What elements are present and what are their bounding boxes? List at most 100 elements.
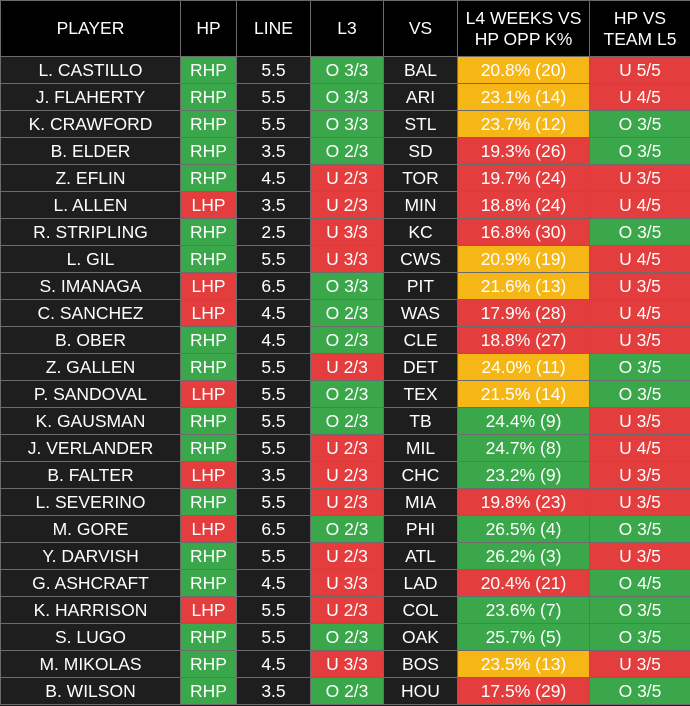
opp-k-pct-cell: 26.5% (4) bbox=[457, 515, 590, 543]
line-cell: 5.5 bbox=[236, 380, 311, 408]
line-cell: 5.5 bbox=[236, 623, 311, 651]
player-cell: G. ASHCRAFT bbox=[0, 569, 181, 597]
header-l3: L3 bbox=[310, 0, 384, 57]
team-l5-cell: U 4/5 bbox=[589, 245, 690, 273]
header-player: PLAYER bbox=[0, 0, 181, 57]
player-cell: S. LUGO bbox=[0, 623, 181, 651]
team-l5-cell: O 4/5 bbox=[589, 569, 690, 597]
opp-k-pct-cell: 23.2% (9) bbox=[457, 461, 590, 489]
table-row: G. ASHCRAFT RHP 4.5 U 3/3 LAD 20.4% (21) O 4/5 bbox=[0, 569, 690, 597]
player-cell: B. FALTER bbox=[0, 461, 181, 489]
line-cell: 3.5 bbox=[236, 137, 311, 165]
opponent-cell: ATL bbox=[383, 542, 458, 570]
hand-cell: RHP bbox=[180, 569, 237, 597]
team-l5-cell: O 3/5 bbox=[589, 353, 690, 381]
opp-k-pct-cell: 26.2% (3) bbox=[457, 542, 590, 570]
line-cell: 6.5 bbox=[236, 272, 311, 300]
hand-cell: RHP bbox=[180, 434, 237, 462]
table-row: B. WILSON RHP 3.5 O 2/3 HOU 17.5% (29) O 3/5 bbox=[0, 677, 690, 705]
table-row: M. GORE LHP 6.5 O 2/3 PHI 26.5% (4) O 3/5 bbox=[0, 515, 690, 543]
opponent-cell: TB bbox=[383, 407, 458, 435]
team-l5-cell: O 3/5 bbox=[589, 110, 690, 138]
last3-cell: U 3/3 bbox=[310, 245, 384, 273]
last3-cell: U 2/3 bbox=[310, 542, 384, 570]
opponent-cell: WAS bbox=[383, 299, 458, 327]
line-cell: 5.5 bbox=[236, 110, 311, 138]
opponent-cell: MIN bbox=[383, 191, 458, 219]
player-cell: B. ELDER bbox=[0, 137, 181, 165]
hand-cell: LHP bbox=[180, 272, 237, 300]
opponent-cell: CLE bbox=[383, 326, 458, 354]
table-row: J. FLAHERTY RHP 5.5 O 3/3 ARI 23.1% (14) U 4/5 bbox=[0, 83, 690, 111]
last3-cell: O 2/3 bbox=[310, 515, 384, 543]
line-cell: 5.5 bbox=[236, 407, 311, 435]
hand-cell: LHP bbox=[180, 191, 237, 219]
header-team-l5: HP VS TEAM L5 bbox=[589, 0, 690, 57]
hand-cell: RHP bbox=[180, 650, 237, 678]
last3-cell: O 2/3 bbox=[310, 623, 384, 651]
player-cell: B. WILSON bbox=[0, 677, 181, 705]
team-l5-cell: U 3/5 bbox=[589, 542, 690, 570]
player-cell: R. STRIPLING bbox=[0, 218, 181, 246]
last3-cell: O 2/3 bbox=[310, 380, 384, 408]
last3-cell: U 2/3 bbox=[310, 353, 384, 381]
last3-cell: U 2/3 bbox=[310, 596, 384, 624]
player-cell: Z. EFLIN bbox=[0, 164, 181, 192]
hand-cell: RHP bbox=[180, 353, 237, 381]
table-row: B. ELDER RHP 3.5 O 2/3 SD 19.3% (26) O 3/5 bbox=[0, 137, 690, 165]
team-l5-cell: O 3/5 bbox=[589, 515, 690, 543]
opponent-cell: PIT bbox=[383, 272, 458, 300]
line-cell: 5.5 bbox=[236, 245, 311, 273]
table-row: K. GAUSMAN RHP 5.5 O 2/3 TB 24.4% (9) U 3/5 bbox=[0, 407, 690, 435]
opp-k-pct-cell: 24.4% (9) bbox=[457, 407, 590, 435]
team-l5-cell: O 3/5 bbox=[589, 137, 690, 165]
line-cell: 5.5 bbox=[236, 56, 311, 84]
header-vs: VS bbox=[383, 0, 458, 57]
table-row: L. SEVERINO RHP 5.5 U 2/3 MIA 19.8% (23) U 3/5 bbox=[0, 488, 690, 516]
last3-cell: U 3/3 bbox=[310, 650, 384, 678]
header-team-l5-text: HP VS TEAM L5 bbox=[603, 7, 677, 49]
hand-cell: LHP bbox=[180, 515, 237, 543]
player-cell: J. VERLANDER bbox=[0, 434, 181, 462]
hand-cell: LHP bbox=[180, 299, 237, 327]
hand-cell: RHP bbox=[180, 245, 237, 273]
table-row: J. VERLANDER RHP 5.5 U 2/3 MIL 24.7% (8) U 4/5 bbox=[0, 434, 690, 462]
line-cell: 4.5 bbox=[236, 164, 311, 192]
opp-k-pct-cell: 24.0% (11) bbox=[457, 353, 590, 381]
line-cell: 3.5 bbox=[236, 461, 311, 489]
table-row: S. IMANAGA LHP 6.5 O 3/3 PIT 21.6% (13) U 3/5 bbox=[0, 272, 690, 300]
last3-cell: U 3/3 bbox=[310, 569, 384, 597]
hand-cell: LHP bbox=[180, 461, 237, 489]
opp-k-pct-cell: 19.8% (23) bbox=[457, 488, 590, 516]
opponent-cell: OAK bbox=[383, 623, 458, 651]
opp-k-pct-cell: 23.1% (14) bbox=[457, 83, 590, 111]
player-cell: L. CASTILLO bbox=[0, 56, 181, 84]
table-row: Y. DARVISH RHP 5.5 U 2/3 ATL 26.2% (3) U 3/5 bbox=[0, 542, 690, 570]
table-row: Z. GALLEN RHP 5.5 U 2/3 DET 24.0% (11) O 3/5 bbox=[0, 353, 690, 381]
line-cell: 2.5 bbox=[236, 218, 311, 246]
table-row: L. ALLEN LHP 3.5 U 2/3 MIN 18.8% (24) U 4/5 bbox=[0, 191, 690, 219]
last3-cell: O 3/3 bbox=[310, 272, 384, 300]
team-l5-cell: U 4/5 bbox=[589, 191, 690, 219]
table-row: P. SANDOVAL LHP 5.5 O 2/3 TEX 21.5% (14) O 3/5 bbox=[0, 380, 690, 408]
team-l5-cell: O 3/5 bbox=[589, 380, 690, 408]
player-cell: M. GORE bbox=[0, 515, 181, 543]
line-cell: 4.5 bbox=[236, 650, 311, 678]
hand-cell: RHP bbox=[180, 110, 237, 138]
hand-cell: RHP bbox=[180, 56, 237, 84]
hand-cell: LHP bbox=[180, 380, 237, 408]
team-l5-cell: U 3/5 bbox=[589, 272, 690, 300]
opp-k-pct-cell: 23.7% (12) bbox=[457, 110, 590, 138]
player-cell: K. HARRISON bbox=[0, 596, 181, 624]
opponent-cell: TOR bbox=[383, 164, 458, 192]
opponent-cell: ARI bbox=[383, 83, 458, 111]
hand-cell: RHP bbox=[180, 407, 237, 435]
team-l5-cell: U 3/5 bbox=[589, 461, 690, 489]
last3-cell: U 2/3 bbox=[310, 488, 384, 516]
line-cell: 6.5 bbox=[236, 515, 311, 543]
last3-cell: O 2/3 bbox=[310, 407, 384, 435]
table-row: R. STRIPLING RHP 2.5 U 3/3 KC 16.8% (30) O 3/5 bbox=[0, 218, 690, 246]
opp-k-pct-cell: 17.9% (28) bbox=[457, 299, 590, 327]
hand-cell: RHP bbox=[180, 677, 237, 705]
